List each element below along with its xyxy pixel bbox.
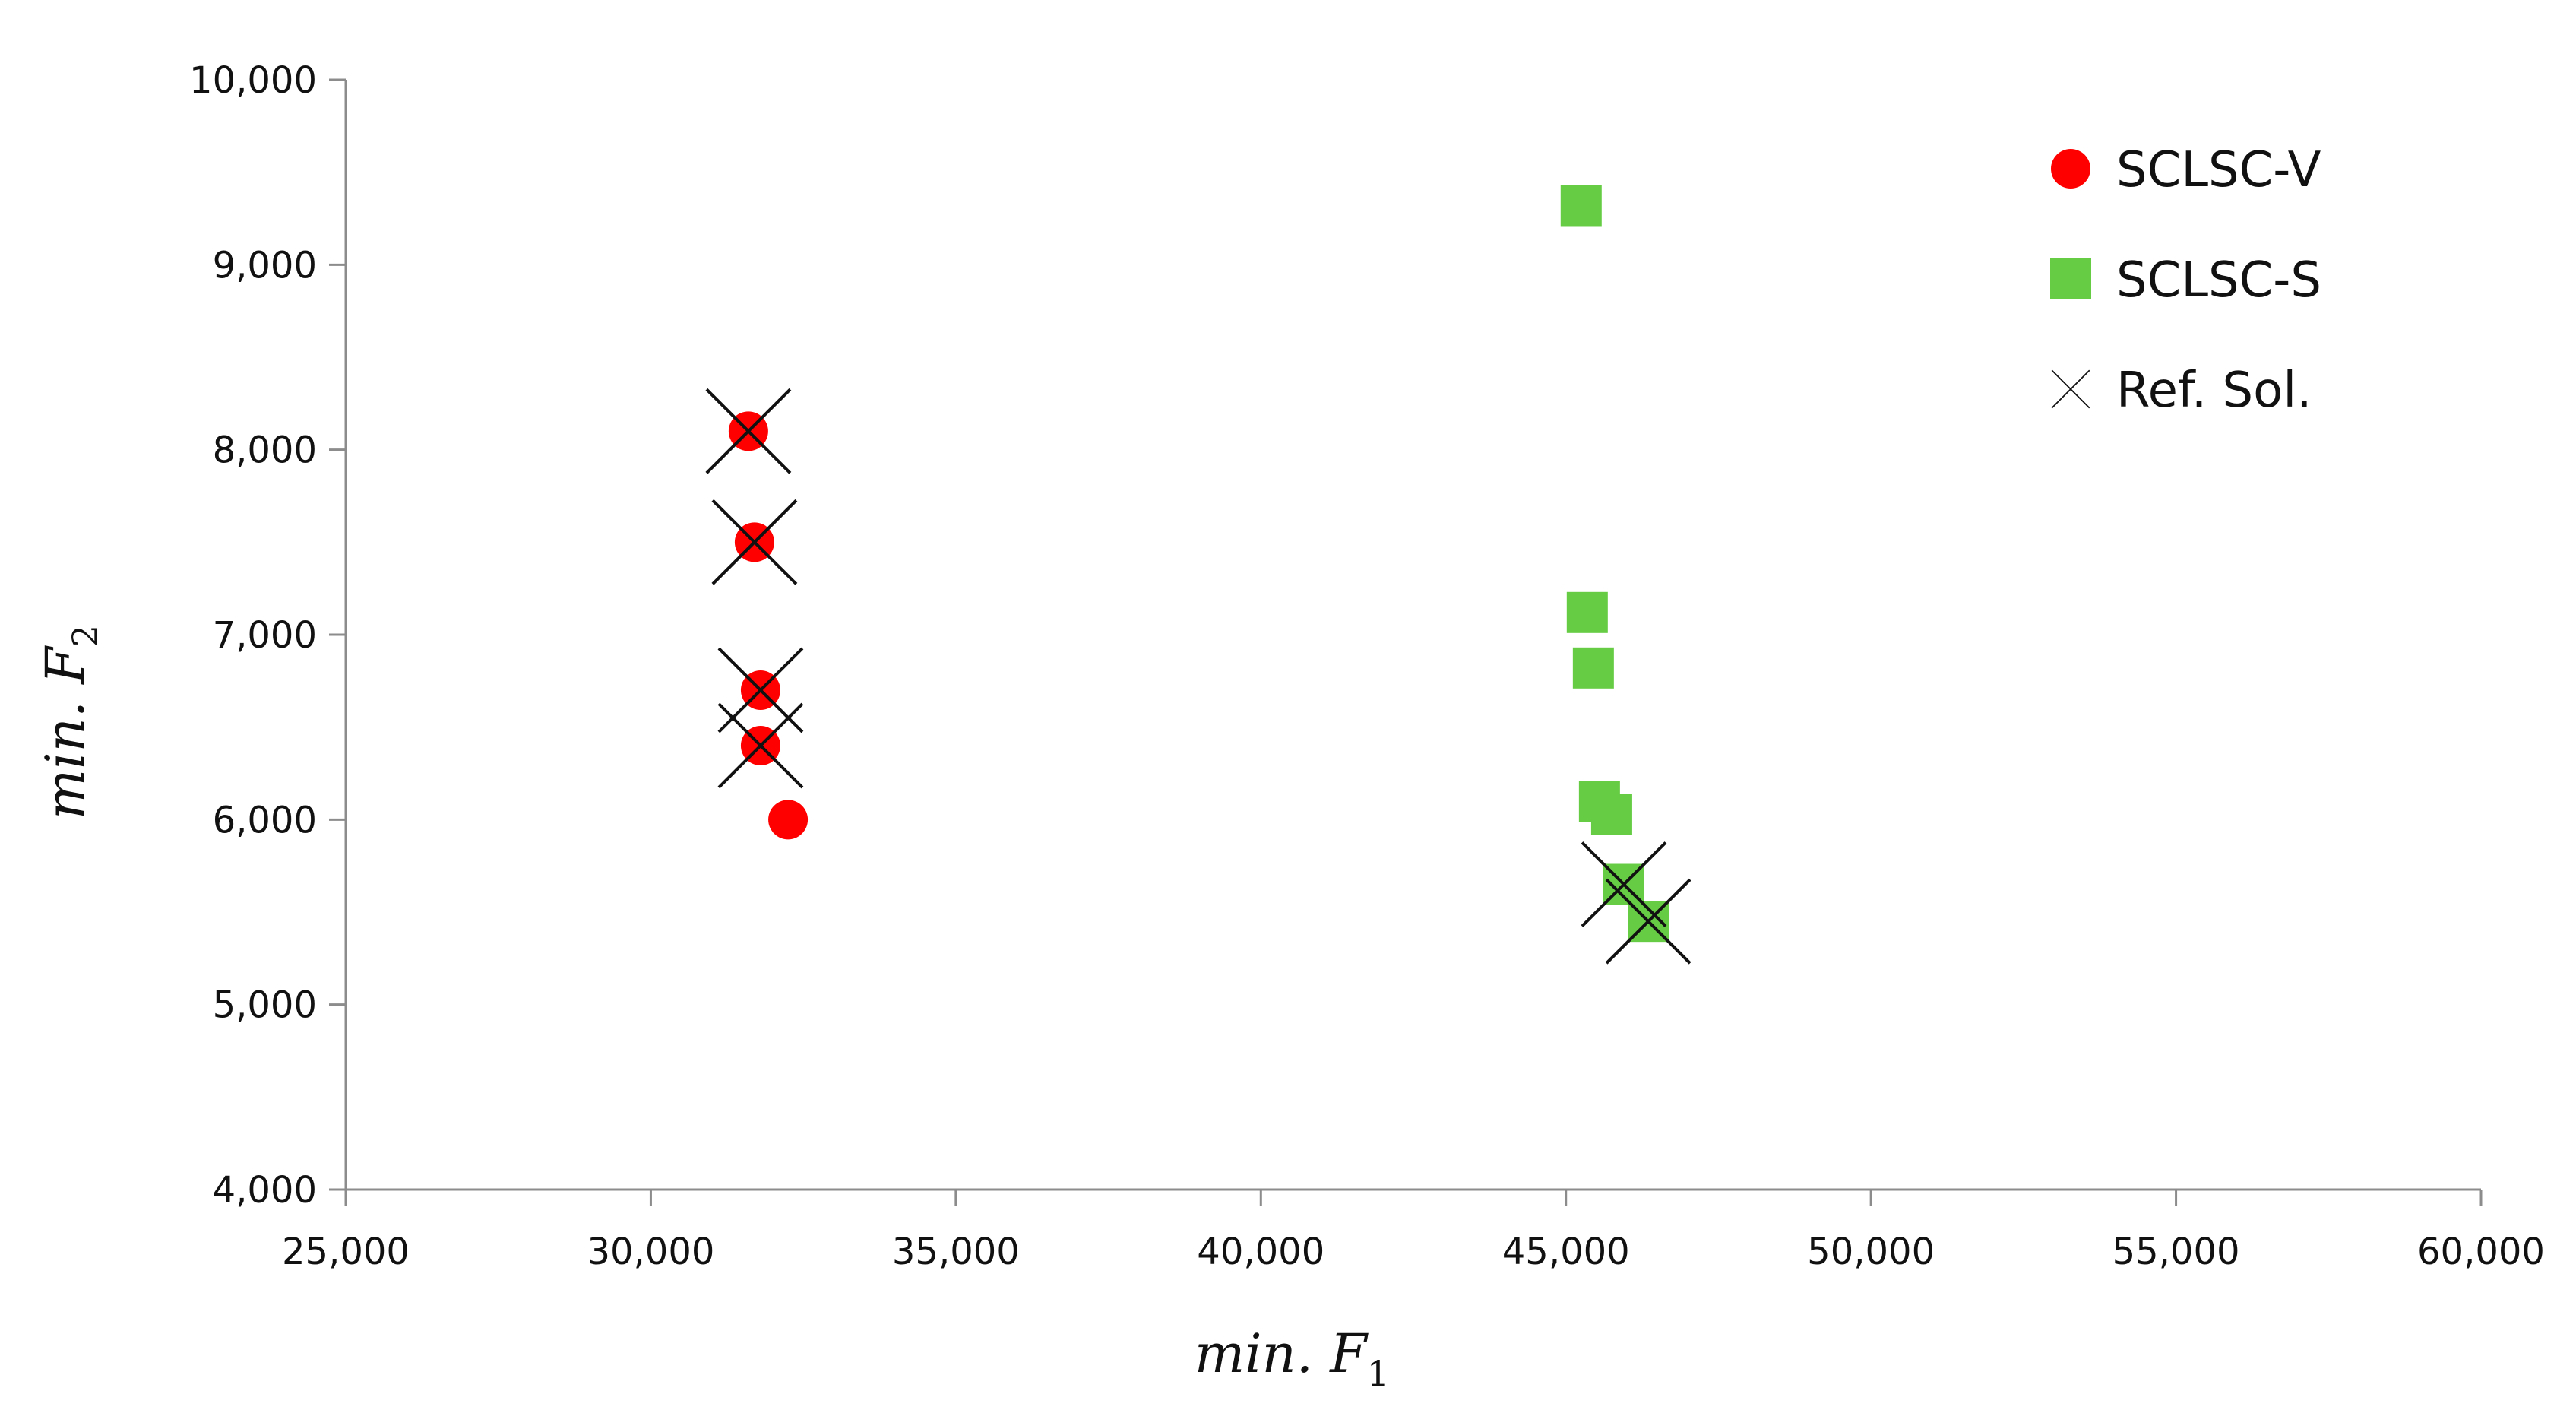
legend-label-ref-sol: Ref. Sol. xyxy=(2116,363,2312,419)
y-tick-label: 8,000 xyxy=(213,429,317,472)
x-tick-label: 50,000 xyxy=(1807,1231,1935,1273)
legend: SCLSC-V SCLSC-S Ref. Sol. xyxy=(2050,142,2321,419)
ref-sol-point xyxy=(1581,841,1667,927)
legend-label-sclsc-s: SCLSC-S xyxy=(2116,252,2321,309)
sclsc-s-point xyxy=(1590,794,1632,835)
x-tick-label: 40,000 xyxy=(1197,1231,1324,1273)
tick-labels: 4,000 5,000 6,000 7,000 8,000 9,000 10,000 25,0… xyxy=(189,59,2545,1273)
x-axis-title: min. F1 xyxy=(1195,1323,1389,1394)
y-tick-label: 5,000 xyxy=(213,984,317,1027)
ref-sol-point xyxy=(717,647,804,733)
legend-marker-sclsc-v xyxy=(2051,149,2090,189)
ref-sol-point xyxy=(711,499,798,585)
legend-marker-sclsc-s xyxy=(2050,258,2091,299)
y-tick-label: 7,000 xyxy=(213,614,317,657)
ref-sol-point xyxy=(717,702,804,789)
legend-label-sclsc-v: SCLSC-V xyxy=(2116,142,2321,198)
x-tick-label: 35,000 xyxy=(892,1231,1020,1273)
sclsc-v-point xyxy=(768,800,809,840)
y-tick-label: 4,000 xyxy=(213,1169,317,1212)
data-points xyxy=(705,185,1691,965)
axes xyxy=(329,78,2483,1206)
y-tick-label: 6,000 xyxy=(213,799,317,841)
ref-sol-point xyxy=(705,388,792,474)
x-tick-label: 60,000 xyxy=(2417,1231,2545,1273)
sclsc-s-point xyxy=(1566,591,1608,633)
y-tick-label: 10,000 xyxy=(189,59,317,102)
ref-sol-point xyxy=(1605,878,1691,965)
x-tick-label: 30,000 xyxy=(587,1231,714,1273)
x-tick-label: 55,000 xyxy=(2112,1231,2240,1273)
x-tick-label: 45,000 xyxy=(1502,1231,1630,1273)
y-axis-title: min. F2 xyxy=(34,625,106,819)
legend-marker-ref-sol xyxy=(2051,369,2090,409)
y-tick-label: 9,000 xyxy=(213,244,317,287)
sclsc-s-point xyxy=(1572,647,1614,689)
sclsc-s-point xyxy=(1560,185,1602,227)
x-tick-label: 25,000 xyxy=(282,1231,410,1273)
